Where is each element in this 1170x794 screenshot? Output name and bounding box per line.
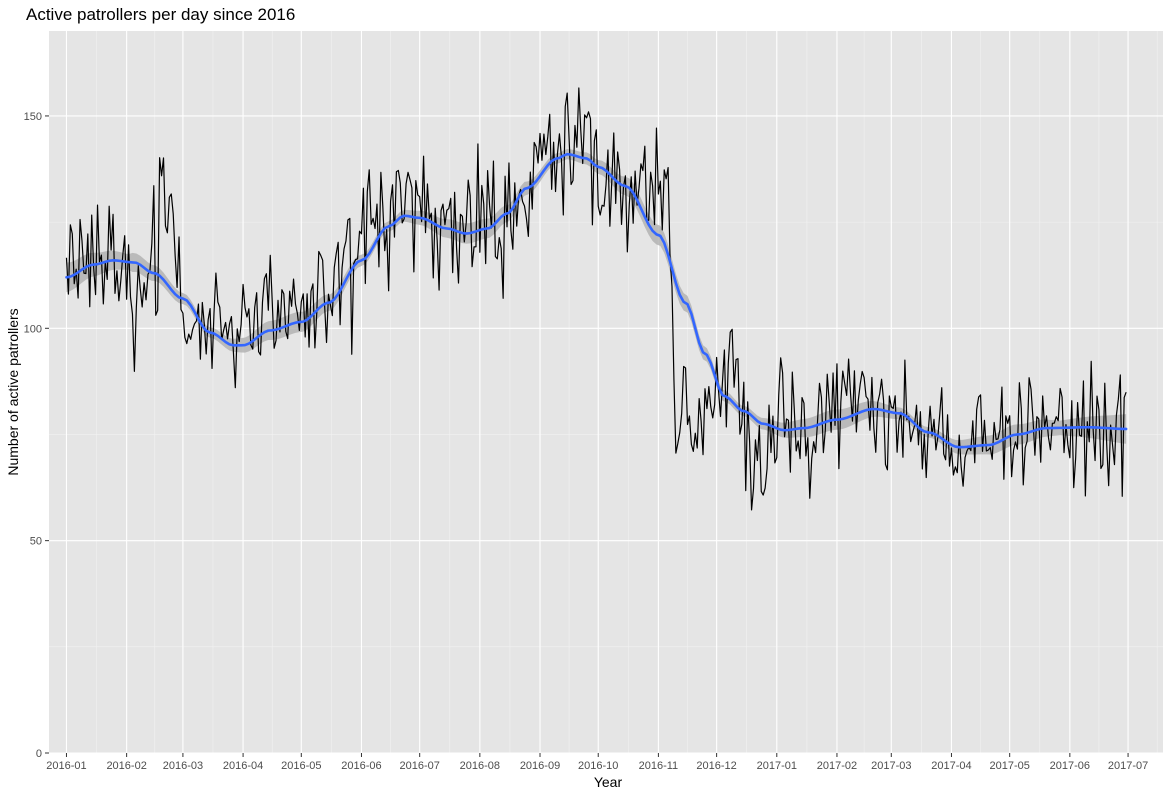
x-tick-label: 2017-01 [757, 760, 797, 772]
x-tick-label: 2017-02 [817, 760, 857, 772]
y-axis: 0 50 100 150 [24, 111, 49, 760]
x-tick-label: 2016-07 [399, 760, 439, 772]
x-tick-label: 2017-06 [1050, 760, 1090, 772]
x-tick-label: 2016-04 [223, 760, 263, 772]
grid-major [49, 31, 1163, 754]
x-tick-label: 2016-03 [163, 760, 203, 772]
x-tick-label: 2016-10 [578, 760, 618, 772]
x-tick-label: 2016-12 [696, 760, 736, 772]
x-axis: 2016-01 2016-02 2016-03 2016-04 2016-05 2016-… [46, 753, 1148, 772]
x-tick-label: 2016-11 [639, 760, 679, 772]
x-tick-label: 2017-04 [931, 760, 971, 772]
x-tick-label: 2016-08 [460, 760, 500, 772]
x-tick-label: 2016-09 [520, 760, 560, 772]
x-tick-label: 2016-02 [106, 760, 146, 772]
x-tick-label: 2016-01 [46, 760, 86, 772]
y-tick-label: 50 [30, 536, 42, 548]
grid-minor [49, 31, 1163, 753]
y-tick-label: 0 [36, 748, 42, 760]
x-tick-label: 2017-03 [871, 760, 911, 772]
y-axis-title: Number of active patrollers [5, 308, 21, 475]
plot-panel [49, 31, 1163, 753]
x-tick-label: 2017-05 [989, 760, 1029, 772]
smooth-line [65, 152, 1128, 449]
x-tick-label: 2016-06 [341, 760, 381, 772]
smooth-series [65, 152, 1128, 449]
y-tick-label: 150 [24, 111, 42, 123]
x-tick-label: 2017-07 [1108, 760, 1148, 772]
daily-series [65, 87, 1127, 511]
y-tick-label: 100 [24, 323, 42, 335]
chart-title: Active patrollers per day since 2016 [26, 5, 295, 24]
x-tick-label: 2016-05 [281, 760, 321, 772]
x-axis-title: Year [594, 774, 623, 790]
daily-line [65, 87, 1127, 511]
